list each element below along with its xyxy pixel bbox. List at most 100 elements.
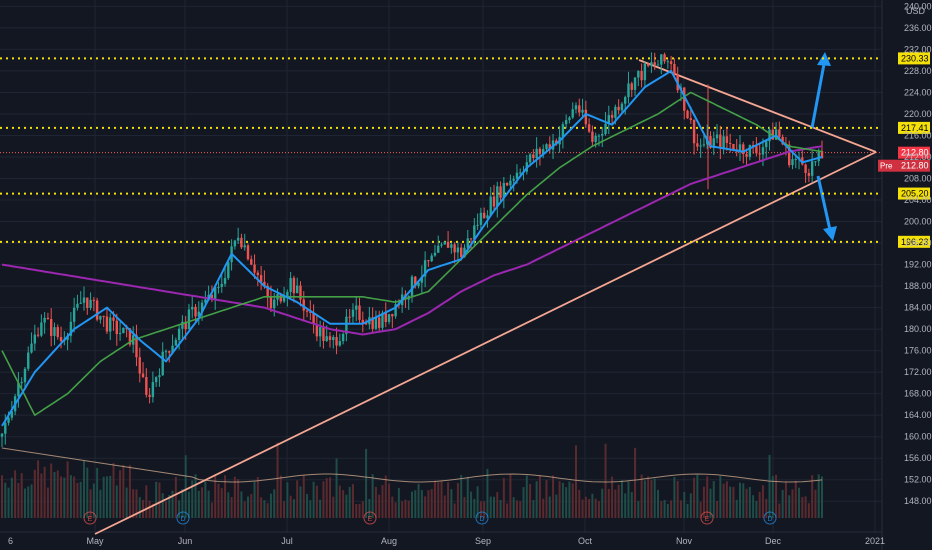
candle-body (542, 149, 545, 154)
volume-bar (811, 475, 814, 518)
candle-body (515, 172, 519, 179)
candle-body (210, 294, 214, 299)
candle-body (184, 321, 187, 330)
event-marker-label: D (767, 516, 772, 523)
candle-body (204, 299, 207, 303)
x-tick-label: Jun (178, 536, 193, 546)
candle-body (571, 109, 574, 118)
candle-body (620, 103, 624, 111)
candle-body (692, 119, 696, 144)
event-marker[interactable] (176, 511, 190, 525)
candle-body (801, 157, 804, 165)
event-marker[interactable] (700, 511, 714, 525)
bear-arrow-head (823, 226, 837, 241)
volume-bar (817, 474, 820, 518)
volume-bar (309, 500, 312, 518)
x-tick-label: Sep (475, 536, 491, 546)
event-marker[interactable] (763, 511, 777, 525)
candle-body (453, 244, 456, 253)
candle-body (332, 337, 335, 341)
candle-body (92, 299, 96, 301)
volume-bar (778, 503, 781, 518)
event-marker[interactable] (475, 511, 489, 525)
candle-body (604, 123, 607, 134)
volume-bar (184, 455, 187, 518)
candle-body (243, 245, 246, 248)
y-tick-label: 164.00 (904, 410, 932, 420)
volume-bar (388, 483, 391, 518)
candle-body (273, 299, 276, 309)
candle-body (410, 276, 414, 296)
candle-body (732, 143, 735, 150)
candle-body (302, 299, 305, 311)
candle-body (512, 178, 515, 181)
volume-bar (20, 473, 23, 518)
candle-body (348, 316, 351, 318)
volume-bar (453, 503, 456, 518)
event-marker[interactable] (363, 511, 377, 525)
volume-bar (273, 489, 276, 518)
volume-bar (73, 476, 76, 518)
event-marker-label: E (368, 516, 373, 523)
volume-bar (348, 486, 351, 518)
volume-bar (338, 485, 341, 518)
event-marker[interactable] (83, 511, 97, 525)
volume-bar (37, 460, 40, 518)
volume-bar (263, 500, 266, 518)
volume-bar (33, 469, 36, 518)
candle-body (345, 316, 348, 334)
x-tick-label: Aug (381, 536, 397, 546)
volume-bar (112, 463, 115, 518)
volume-bar (276, 442, 279, 518)
y-tick-label: 200.00 (904, 217, 932, 227)
candle-body (341, 333, 345, 342)
volume-bar (391, 496, 394, 518)
volume-bar (397, 488, 400, 518)
candle-body (115, 320, 118, 335)
candle-body (758, 153, 761, 155)
period-label: 6 (8, 536, 13, 546)
volume-bar (115, 485, 118, 518)
volume-bar (558, 481, 561, 518)
candle-body (437, 245, 440, 253)
bull-arrow-shaft (810, 63, 826, 129)
volume-bar (56, 470, 59, 518)
y-axis[interactable]: USD 148.00 152.00 156.00 160.00 164.00 168.00… (904, 1, 932, 506)
candle-body (378, 317, 381, 328)
volume-bar (63, 477, 66, 518)
candle-body (686, 110, 689, 119)
candle-body (427, 260, 430, 262)
y-tick-label: 156.00 (904, 453, 932, 463)
volume-bar (99, 489, 102, 518)
volume-bar (204, 481, 207, 518)
volume-bar (781, 489, 784, 518)
candle-body (315, 324, 319, 337)
volume-bar (394, 502, 397, 518)
y-tick-label: 212.00 (904, 152, 932, 162)
volume-bar (224, 475, 227, 518)
volume-bar (512, 497, 515, 518)
volume-bar (807, 503, 810, 518)
candle-body (223, 278, 227, 284)
volume-bar (640, 474, 643, 518)
currency-label: USD (906, 6, 926, 16)
triangle-lower-trendline[interactable] (94, 151, 877, 535)
candle-body (374, 317, 378, 329)
candle-body (46, 317, 50, 320)
volume-bar (604, 443, 607, 518)
volume-bar (784, 481, 787, 518)
pre-market-price: 212.80 (901, 161, 929, 171)
volume-bar (719, 476, 722, 518)
x-tick-label: Jul (281, 536, 293, 546)
volume-bar (411, 491, 413, 518)
candle-body (745, 154, 748, 157)
candle-body (673, 64, 676, 75)
candle-body (476, 224, 479, 226)
candle-body (702, 144, 706, 146)
volume-bar (443, 495, 446, 518)
candle-body (318, 327, 322, 337)
y-tick-label: 152.00 (904, 475, 932, 485)
volume-bar (404, 499, 407, 518)
volume-bar (529, 484, 532, 518)
